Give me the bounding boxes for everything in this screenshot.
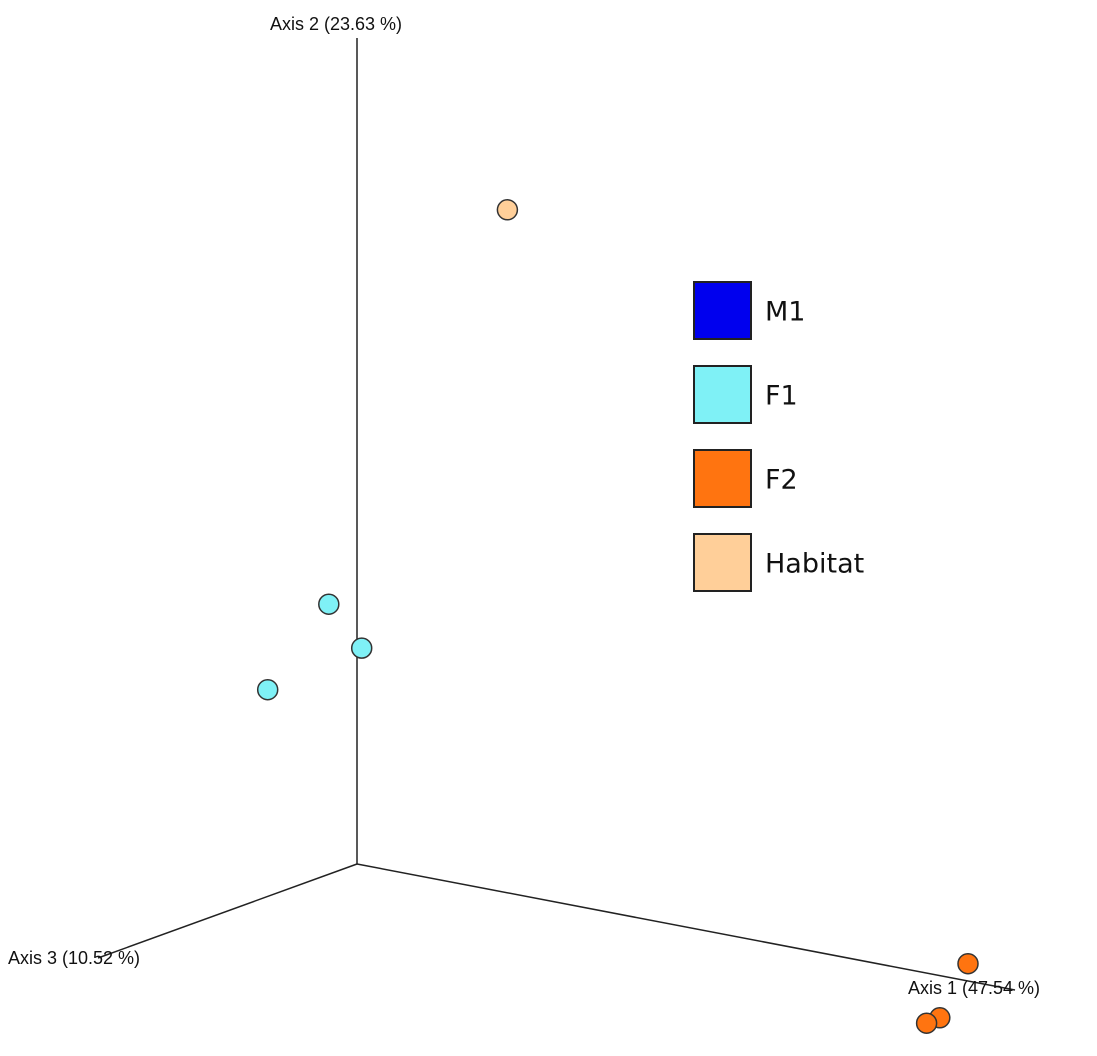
legend-swatch-f2 xyxy=(693,449,752,508)
axis-3-line xyxy=(97,863,358,959)
legend-swatch-habitat xyxy=(693,533,752,592)
point-f1-3 xyxy=(350,637,373,659)
axes: Axis 2 (23.63 %) Axis 1 (47.54 %) Axis 3… xyxy=(8,14,1040,998)
legend-label-f2: F2 xyxy=(765,465,798,496)
legend-label-m1: M1 xyxy=(765,297,805,328)
axis-3-label: Axis 3 (10.52 %) xyxy=(8,948,140,968)
legend: M1 F1 F2 Habitat xyxy=(693,281,864,592)
axis-1-label: Axis 1 (47.54 %) xyxy=(908,978,1040,998)
point-f2-3 xyxy=(915,1012,938,1034)
axis-2-label: Axis 2 (23.63 %) xyxy=(270,14,402,34)
point-f2-1 xyxy=(957,952,979,975)
legend-label-habitat: Habitat xyxy=(765,549,864,580)
legend-swatch-m1 xyxy=(693,281,752,340)
axis-1-line xyxy=(356,863,1016,991)
legend-swatch-f1 xyxy=(693,365,752,424)
point-habitat-1 xyxy=(496,199,519,221)
legend-label-f1: F1 xyxy=(765,381,798,412)
point-f1-2 xyxy=(318,593,340,615)
point-f1-1 xyxy=(256,678,279,701)
data-points xyxy=(256,199,979,1034)
